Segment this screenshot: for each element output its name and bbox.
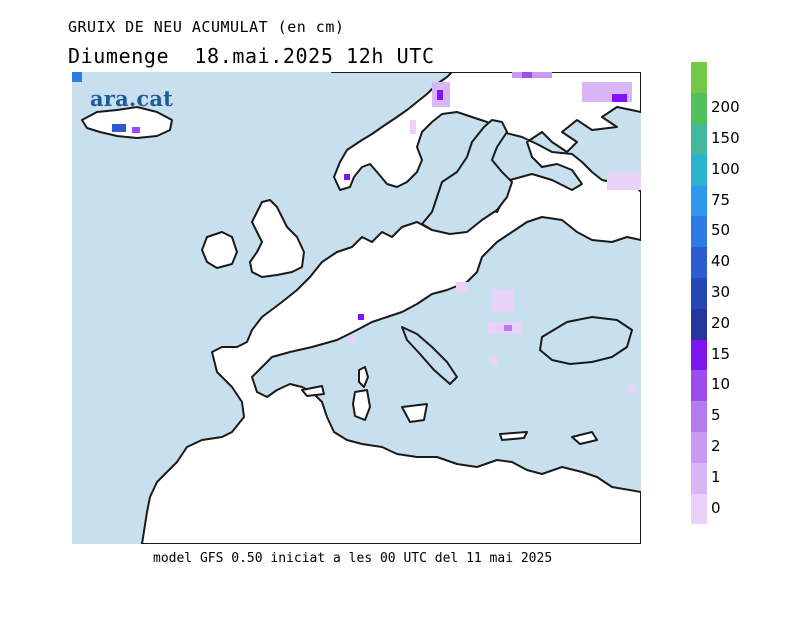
legend-color-cell — [691, 370, 707, 402]
snow-patch — [72, 72, 82, 82]
land-ireland — [201, 231, 238, 269]
land-corsica — [358, 366, 369, 388]
snow-patch — [456, 282, 468, 292]
snow-patch — [607, 172, 641, 190]
land-iceland — [81, 106, 173, 139]
snow-patch — [112, 124, 126, 132]
sea-black — [539, 316, 633, 365]
legend-label: 10 — [711, 375, 731, 394]
legend-label: 5 — [711, 406, 721, 425]
snow-patch — [612, 94, 627, 102]
legend-label: 200 — [711, 98, 740, 117]
snow-patches — [72, 72, 641, 394]
legend-label: 20 — [711, 313, 731, 332]
snow-patch — [522, 72, 532, 78]
land-sardinia — [352, 389, 371, 421]
legend-label: 1 — [711, 467, 721, 486]
snow-patch — [358, 314, 364, 320]
legend-color-cell — [691, 246, 707, 279]
legend-color-cell — [691, 123, 707, 155]
sea-baltic — [421, 119, 513, 235]
ara-cat-logo: ara.cat — [90, 86, 174, 111]
legend-color-cell — [691, 431, 707, 463]
legend-label: 2 — [711, 437, 721, 455]
snow-depth-legend-colorbar — [691, 62, 707, 525]
land-crete — [499, 431, 528, 441]
land-great-britain — [249, 199, 305, 278]
legend-label: 30 — [711, 283, 731, 301]
land-balearics — [301, 385, 325, 397]
legend-color-cell — [691, 154, 707, 186]
legend-label: 15 — [711, 344, 731, 363]
land-cyprus — [571, 431, 598, 445]
snow-patch — [628, 386, 636, 394]
snow-patch — [492, 290, 514, 312]
legend-color-cell — [691, 339, 707, 371]
sea-adriatic — [401, 326, 458, 385]
legend-color-cell — [691, 493, 707, 525]
snow-patch — [132, 127, 140, 133]
legend-label: 75 — [711, 190, 731, 209]
legend-label: 100 — [711, 159, 740, 178]
legend-color-cell — [691, 216, 707, 248]
legend-label: 50 — [711, 221, 731, 240]
snow-patch — [344, 174, 350, 180]
snow-patch — [410, 120, 416, 134]
snow-depth-map — [72, 72, 641, 544]
legend-color-cell — [691, 62, 707, 94]
snow-patch — [504, 325, 512, 331]
legend-color-cell — [691, 308, 707, 340]
map-subtitle-date: Diumenge 18.mai.2025 12h UTC — [68, 44, 435, 68]
legend-label: 40 — [711, 252, 731, 271]
legend-color-cell — [691, 462, 707, 494]
map-title: GRUIX DE NEU ACUMULAT (en cm) — [68, 18, 345, 36]
snow-patch — [490, 357, 498, 365]
legend-color-cell — [691, 400, 707, 433]
snow-patch — [437, 90, 443, 100]
model-info-footer: model GFS 0.50 iniciat a les 00 UTC del … — [153, 551, 553, 566]
legend-color-cell — [691, 92, 707, 125]
legend-label: 0 — [711, 498, 721, 517]
land-sicily — [401, 403, 428, 423]
snow-patch — [347, 337, 355, 343]
legend-color-cell — [691, 185, 707, 217]
legend-color-cell — [691, 277, 707, 309]
legend-label: 150 — [711, 129, 740, 147]
